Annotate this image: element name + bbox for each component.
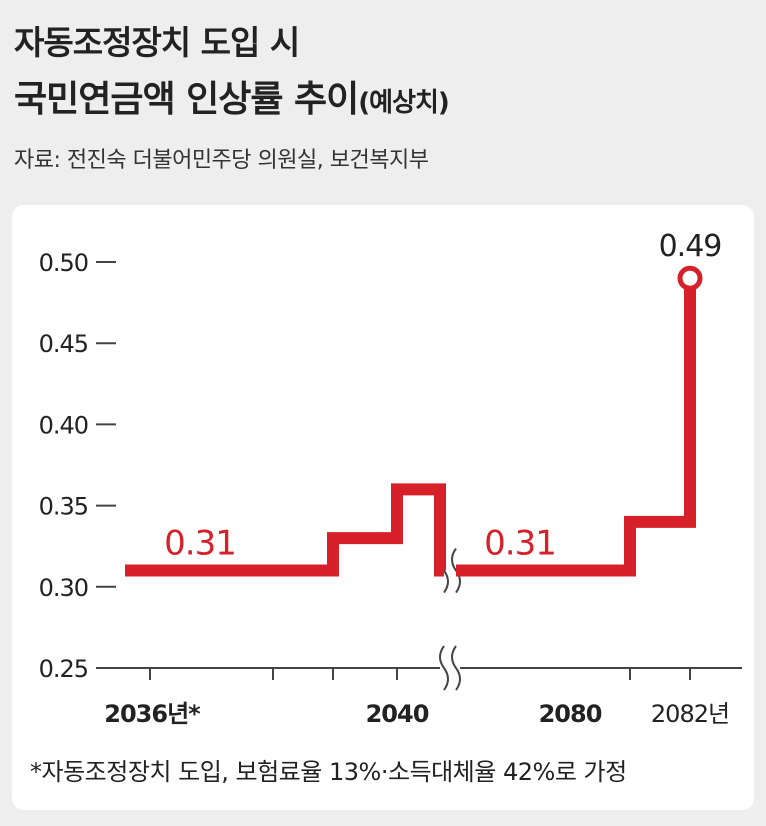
data-label: 0.31 — [484, 524, 556, 564]
y-tick-label: 0.35 — [39, 493, 88, 521]
x-tick-label: 2082년 — [651, 700, 729, 728]
chart-title-main: 국민연금액 인상률 추이 — [14, 79, 359, 120]
series-line-segment-1 — [125, 483, 446, 577]
y-tick-label: 0.25 — [39, 655, 88, 683]
footnote: *자동조정장치 도입, 보험료율 13%·소득대체율 42%로 가정 — [30, 758, 627, 786]
series-line — [125, 265, 703, 577]
series-line-segment-2 — [456, 278, 696, 577]
data-label: 0.31 — [164, 524, 236, 564]
x-tick-label: 2040 — [366, 700, 429, 728]
x-axis: 2036년* 2040 2080 2082년 — [96, 547, 742, 728]
chart-title-line1: 자동조정장치 도입 시 — [14, 23, 300, 62]
endpoint-marker — [677, 265, 703, 291]
x-tick-label: 2080 — [539, 700, 602, 728]
x-tick-label: 2036년* — [104, 700, 201, 728]
chart-panel — [12, 205, 754, 810]
chart-title-suffix: (예상치) — [358, 88, 450, 118]
y-tick-label: 0.40 — [39, 411, 88, 439]
data-label: 0.49 — [659, 229, 722, 264]
axis-break-mark — [451, 645, 461, 691]
y-tick-label: 0.45 — [39, 330, 88, 358]
source-note: 자료: 전진숙 더불어민주당 의원실, 보건복지부 — [14, 148, 429, 173]
chart-title-line2: 국민연금액 인상률 추이(예상치) — [14, 70, 450, 122]
data-labels: 0.31 0.31 0.49 — [164, 229, 722, 564]
y-tick-label: 0.50 — [39, 249, 88, 277]
axis-break-mark — [439, 645, 449, 691]
y-axis: 0.50 0.45 0.40 0.35 0.30 0.25 — [39, 249, 116, 683]
y-tick-label: 0.30 — [39, 574, 88, 602]
